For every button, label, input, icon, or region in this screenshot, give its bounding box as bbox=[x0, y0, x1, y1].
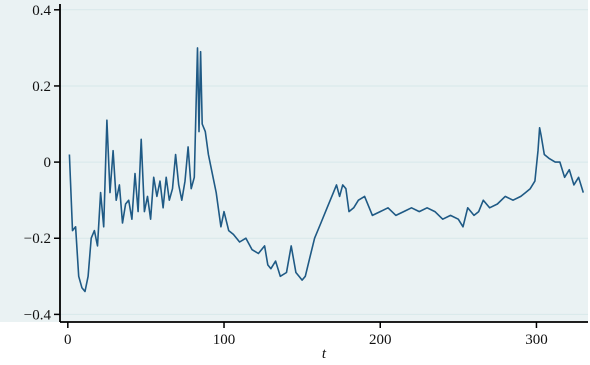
y-tick-label-2: 0 bbox=[44, 155, 52, 171]
x-tick-label-1: 100 bbox=[213, 332, 236, 348]
x-axis-title: t bbox=[322, 346, 327, 362]
y-tick-label-4: 0.4 bbox=[32, 3, 51, 19]
series-line bbox=[68, 47, 585, 293]
y-tick-label-3: 0.2 bbox=[32, 79, 51, 95]
axes bbox=[59, 4, 588, 323]
x-tick-label-0: 0 bbox=[64, 332, 72, 348]
plot-area bbox=[0, 0, 588, 322]
y-tick-label-1: −0.2 bbox=[24, 231, 51, 247]
y-tick-label-0: −0.4 bbox=[24, 307, 52, 323]
x-tick-label-3: 300 bbox=[525, 332, 548, 348]
y-axis-ticks: −0.4 −0.2 0 0.2 0.4 bbox=[24, 3, 60, 323]
grid-lines bbox=[60, 9, 588, 315]
x-tick-label-2: 200 bbox=[369, 332, 392, 348]
x-axis-ticks: 0 100 200 300 bbox=[64, 322, 548, 348]
